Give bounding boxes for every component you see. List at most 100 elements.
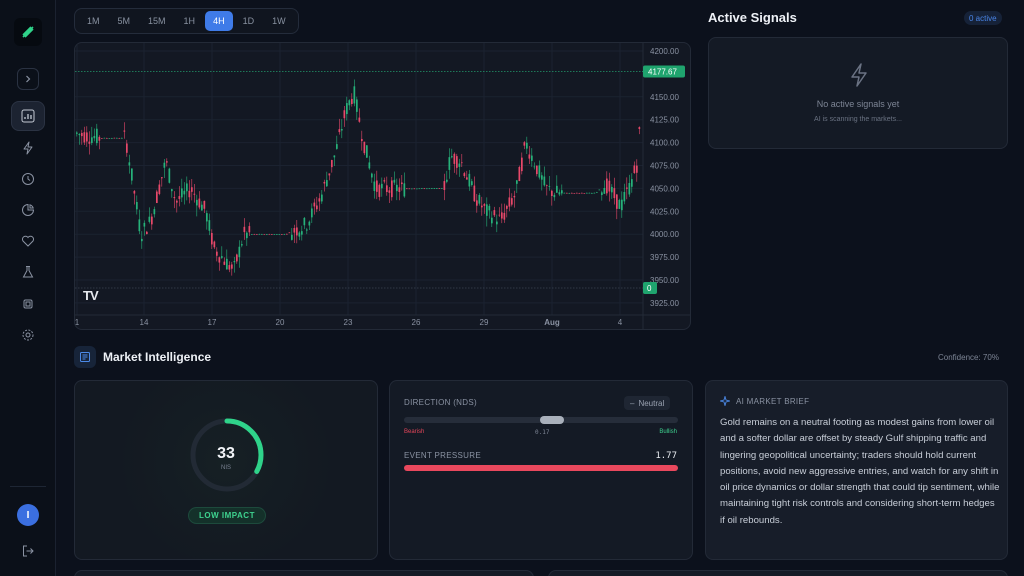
nav-history-button[interactable] — [17, 168, 39, 190]
candle-body — [246, 232, 248, 239]
timeframe-15m[interactable]: 15M — [148, 16, 166, 26]
user-avatar[interactable]: I — [17, 504, 39, 526]
candle-body — [243, 226, 246, 233]
candle-body — [221, 256, 223, 258]
candle-body — [286, 233, 288, 235]
price-tick-label: 4125.00 — [650, 116, 679, 125]
candle-body — [108, 138, 111, 139]
scanning-text: AI is scanning the markets... — [814, 116, 902, 123]
price-tick-label: 3950.00 — [650, 276, 679, 285]
nav-chip-button[interactable] — [17, 293, 39, 315]
candle-body — [323, 181, 326, 184]
price-tick-label: 4000.00 — [650, 230, 679, 239]
current-price-badge — [643, 65, 685, 78]
candle-body — [466, 177, 468, 180]
timeframe-1h[interactable]: 1H — [183, 16, 196, 26]
candle-body — [606, 178, 608, 194]
candle-body — [491, 217, 493, 224]
expand-sidebar-button[interactable] — [17, 68, 39, 90]
ai-brief-text: Gold remains on a neutral footing as mod… — [720, 417, 1000, 526]
candle-body — [556, 185, 558, 193]
neutral-badge: – Neutral — [624, 396, 671, 410]
candle-body — [181, 188, 183, 198]
timeframe-selector: 1M 5M 15M 1H 4H 1D 1W — [74, 8, 299, 34]
candle-body — [313, 202, 316, 207]
candle-body — [441, 188, 443, 189]
candle-body — [151, 216, 153, 225]
timeframe-1w[interactable]: 1W — [272, 16, 286, 26]
candle-body — [541, 175, 543, 180]
timeframe-4h[interactable]: 4H — [205, 11, 233, 31]
price-tick-label: 4025.00 — [650, 207, 679, 216]
nav-signals-button[interactable] — [17, 137, 39, 159]
candle-body — [573, 193, 576, 194]
logout-button[interactable] — [17, 540, 39, 562]
candle-body — [328, 173, 331, 176]
candle-body — [433, 188, 436, 189]
nav-settings-button[interactable] — [17, 324, 39, 346]
candle-body — [496, 221, 498, 225]
candle-body — [533, 166, 536, 168]
candle-body — [278, 234, 281, 235]
candle-body — [298, 232, 301, 237]
candle-body — [463, 173, 466, 177]
active-signals-card: No active signals yet AI is scanning the… — [708, 37, 1008, 149]
candle-body — [346, 103, 348, 115]
candle-body — [168, 168, 171, 183]
candle-body — [416, 188, 418, 190]
app-logo[interactable] — [14, 18, 42, 46]
price-tick-label: 4050.00 — [650, 184, 679, 193]
candle-body — [76, 132, 78, 134]
candle-body — [508, 197, 511, 207]
candle-body — [488, 205, 491, 211]
candle-body — [383, 180, 386, 182]
nav-portfolio-button[interactable] — [17, 199, 39, 221]
candle-body — [121, 137, 123, 139]
candle-body — [288, 232, 291, 234]
candle-body — [331, 160, 333, 168]
candle-body — [106, 137, 108, 139]
candle-body — [123, 130, 126, 132]
candle-body — [196, 199, 198, 206]
candle-body — [341, 129, 343, 131]
candle-body — [386, 185, 388, 192]
candle-body — [256, 234, 258, 235]
gauge-unit: NIS — [220, 465, 231, 471]
candle-body — [93, 135, 96, 139]
candle-body — [238, 246, 241, 258]
bearish-label: Bearish — [404, 429, 425, 435]
candle-body — [83, 132, 86, 143]
price-chart[interactable]: 4200.00 4150.00 4125.00 4100.00 4075.00 4050.… — [74, 42, 691, 330]
timeframe-1m[interactable]: 1M — [87, 16, 100, 26]
candle-body — [236, 254, 238, 262]
bullish-label: Bullish — [659, 429, 677, 435]
candle-body — [378, 184, 381, 197]
lightning-icon — [846, 62, 872, 93]
candle-body — [273, 234, 276, 235]
candle-body — [201, 204, 203, 211]
timeframe-5m[interactable]: 5M — [117, 16, 131, 26]
candle-body — [118, 138, 121, 139]
nav-chart-button[interactable] — [11, 101, 45, 131]
flask-icon — [22, 266, 34, 278]
candle-body — [161, 177, 163, 179]
sidebar-divider — [10, 486, 46, 487]
candle-body — [446, 179, 448, 182]
candle-body — [281, 234, 283, 235]
timeframe-1d[interactable]: 1D — [242, 16, 255, 26]
candle-body — [431, 188, 433, 189]
candle-body — [636, 165, 638, 173]
candle-body — [436, 188, 438, 189]
candlestick-chart[interactable]: 4200.00 4150.00 4125.00 4100.00 4075.00 4050.… — [75, 43, 691, 330]
candle-body — [551, 190, 553, 197]
candle-body — [438, 188, 441, 189]
nav-lab-button[interactable] — [17, 261, 39, 283]
candle-body — [576, 192, 578, 194]
candle-body — [373, 181, 376, 191]
sidebar: I — [0, 0, 56, 576]
candle-body — [421, 188, 423, 189]
nav-favorites-button[interactable] — [17, 230, 39, 252]
candle-body — [471, 181, 473, 186]
candle-body — [608, 180, 611, 192]
candle-body — [101, 138, 103, 139]
